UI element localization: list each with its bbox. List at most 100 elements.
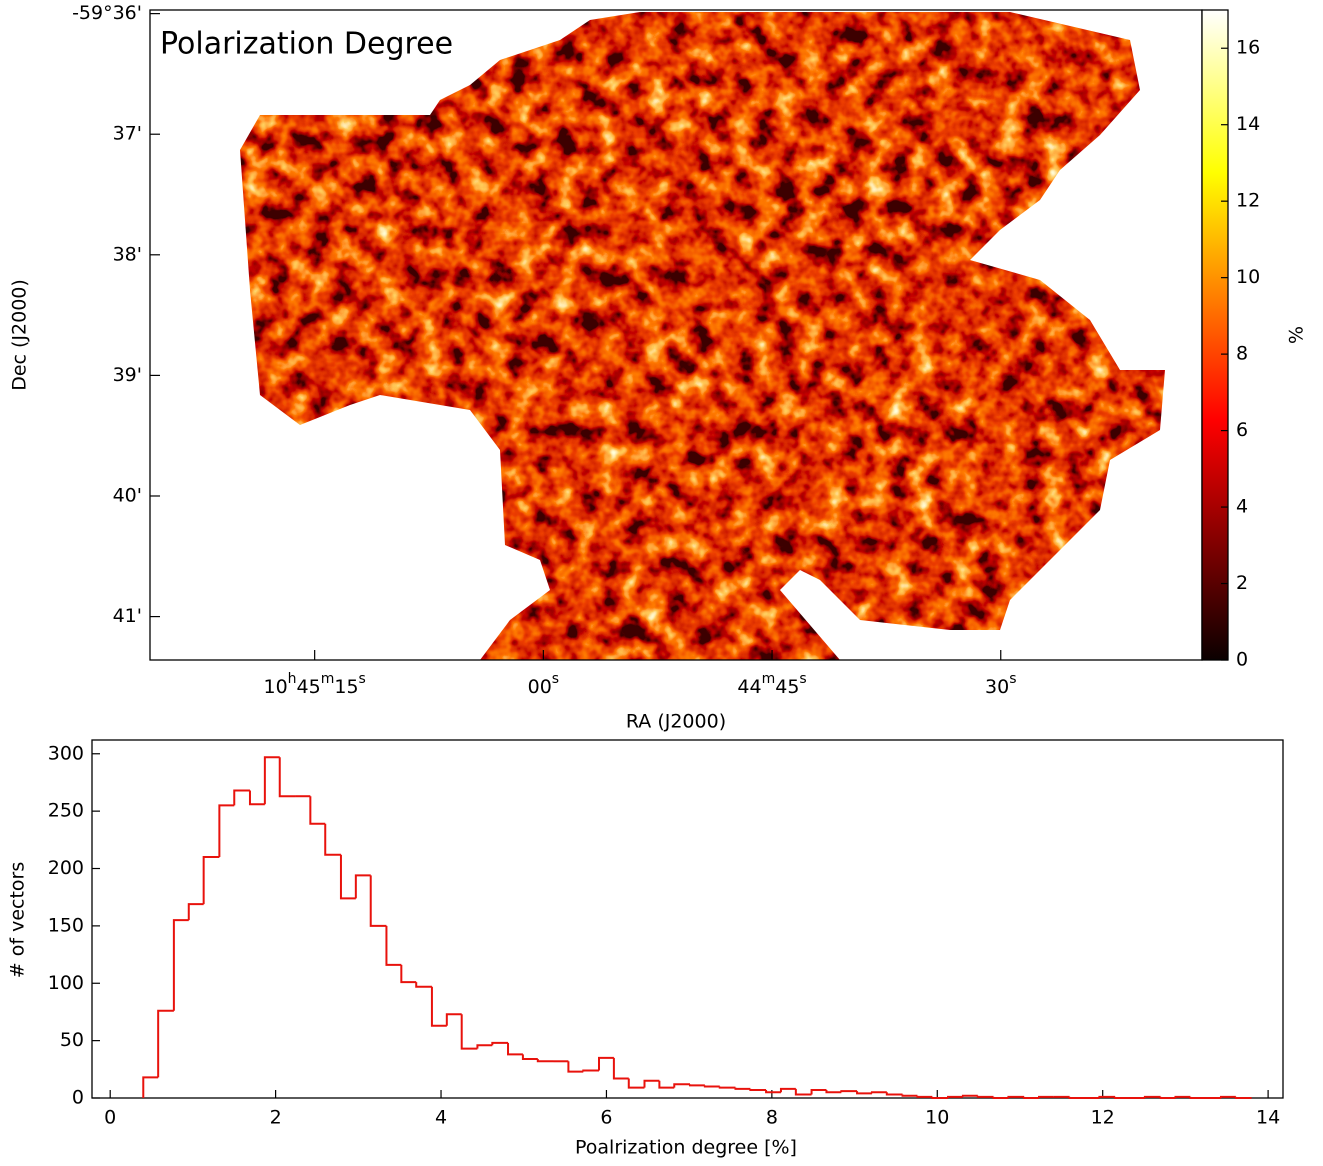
y-tick-label: 50 [60, 1029, 84, 1051]
hist-step [612, 1057, 629, 1080]
hist-step [491, 1041, 509, 1046]
colorbar-tick-label: 8 [1236, 343, 1248, 365]
hist-step [1143, 1095, 1161, 1098]
colorbar-label: % [1286, 326, 1308, 344]
hist-step [627, 1078, 645, 1089]
hist-step [202, 856, 220, 905]
hist-step [794, 1088, 812, 1096]
colorbar-tick-label: 10 [1236, 266, 1260, 288]
hist-step [1219, 1095, 1236, 1098]
colorbar [1201, 9, 1229, 661]
hist-step [976, 1095, 994, 1098]
y-tick-label: 100 [48, 972, 84, 994]
hist-step [369, 875, 387, 927]
hist-step [1234, 1096, 1252, 1099]
colorbar-tick-label: 2 [1236, 572, 1248, 594]
hist-step [460, 1014, 478, 1050]
y-tick-label: 40' [113, 484, 142, 506]
hist-step [673, 1083, 690, 1088]
hist-step [567, 1061, 584, 1073]
y-axis-label: Dec (J2000) [9, 279, 31, 391]
hist-step [324, 823, 341, 856]
hist-step [901, 1094, 918, 1097]
hist-step [1023, 1096, 1040, 1099]
hist-step [810, 1088, 827, 1095]
y-tick-label: 200 [48, 857, 84, 879]
x-axis-label: RA (J2000) [626, 711, 726, 733]
colorbar-tick-label: 14 [1236, 113, 1260, 135]
hist-step [157, 1009, 174, 1078]
hist-step [142, 1076, 159, 1098]
hist-step [825, 1089, 842, 1094]
hist-step [1114, 1096, 1130, 1099]
x-tick-label: 44m45s [737, 671, 806, 698]
hist-step [734, 1087, 751, 1090]
x-tick-label: 10 [925, 1107, 949, 1129]
hist-step [947, 1095, 963, 1098]
x-tick-label: 8 [766, 1107, 778, 1129]
y-tick-label: -59°36' [72, 2, 142, 24]
hist-step [172, 919, 189, 1011]
y-tick-label: 250 [48, 800, 84, 822]
map-pixels [240, 12, 1165, 660]
hist-step [400, 964, 417, 984]
hist-step [521, 1054, 538, 1060]
hist-step [779, 1087, 796, 1093]
hist-step [885, 1092, 903, 1096]
hist-step [916, 1095, 933, 1098]
hist-frame [91, 739, 1284, 1099]
y-tick-label: 150 [48, 914, 84, 936]
hist-step [385, 925, 402, 966]
hist-step [309, 796, 326, 825]
map-title: Polarization Degree [160, 27, 453, 62]
hist-step [856, 1091, 872, 1095]
colorbar-tick-label: 0 [1236, 649, 1248, 671]
hist-step [1068, 1096, 1085, 1099]
y-tick-label: 41' [113, 605, 142, 627]
hist-step [430, 986, 447, 1027]
x-tick-label: 10h45m15s [263, 671, 365, 698]
x-tick-label: 4 [435, 1107, 447, 1129]
hist-step [1098, 1095, 1116, 1098]
hist-step [415, 982, 432, 988]
y-tick-label: 0 [72, 1087, 84, 1109]
y-tick-label: 38' [113, 243, 142, 265]
hist-step [658, 1080, 675, 1089]
hist-step [536, 1058, 554, 1063]
y-tick-label: 300 [48, 742, 84, 764]
hist-step [718, 1086, 736, 1089]
x-tick-label: 30s [985, 671, 1016, 698]
y-tick-label: 39' [113, 364, 142, 386]
hist-step [582, 1069, 600, 1072]
x-tick-label: 12 [1091, 1107, 1115, 1129]
hist-step [992, 1096, 1009, 1099]
hist-step [339, 854, 356, 900]
x-tick-label: 14 [1256, 1107, 1280, 1129]
hist-step [218, 804, 235, 858]
hist-step [643, 1079, 660, 1088]
hist-step [187, 903, 204, 921]
hist-step [445, 1013, 462, 1026]
colorbar-tick-label: 4 [1236, 496, 1248, 518]
x-tick-label: 00s [528, 671, 559, 698]
hist-step [354, 874, 371, 899]
hist-step [1038, 1095, 1054, 1098]
hist-step [263, 756, 280, 805]
hist-step [1189, 1096, 1207, 1099]
hist-step [233, 789, 250, 806]
y-axis-label: # of vectors [7, 862, 29, 978]
map-image [240, 12, 1165, 660]
hist-step [248, 790, 265, 806]
hist-step [703, 1085, 720, 1088]
hist-step [765, 1089, 781, 1094]
hist-step [1007, 1095, 1025, 1098]
hist-step [749, 1088, 767, 1091]
hist-step [1174, 1095, 1191, 1098]
hist-step [961, 1094, 978, 1097]
hist-step [1159, 1096, 1176, 1099]
hist-step [688, 1084, 705, 1087]
colorbar-tick-label: 6 [1236, 419, 1248, 441]
colorbar-tick-label: 12 [1236, 190, 1260, 212]
